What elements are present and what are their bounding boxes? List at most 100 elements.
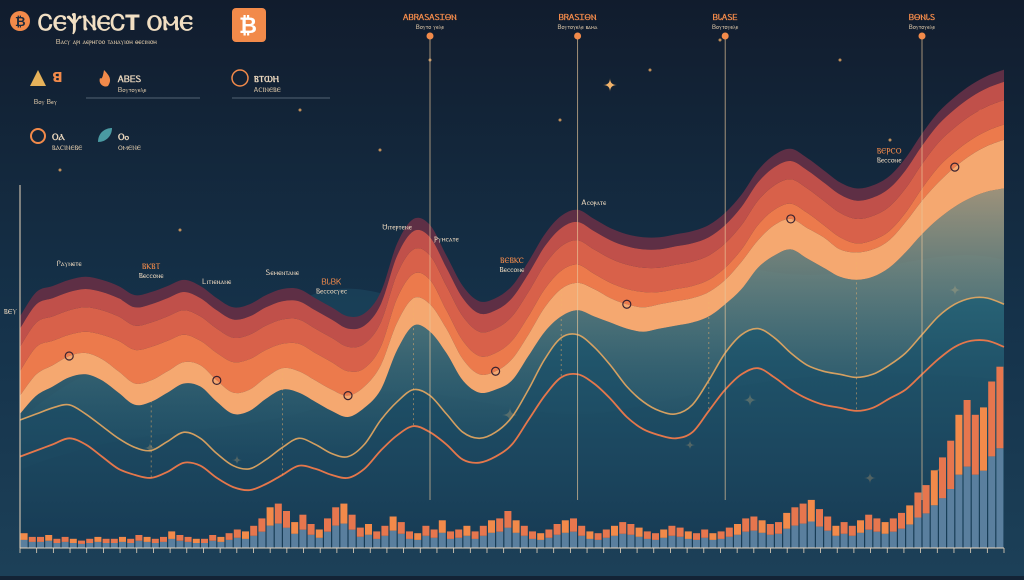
legend-sublabel: ⲂⲀⲤⲒⲚⲈⲂⲈ <box>52 144 82 152</box>
volume-bar <box>643 538 651 548</box>
volume-bar-top <box>955 414 963 475</box>
band-red-orange <box>20 100 1004 372</box>
volume-bar <box>28 541 36 548</box>
annotations: ᎪᏴᏒᎪᏚᎪᏚᏆᎾⲚ Ᏼⲟⲩⲧⲟ ⲩⲉⲗⲉ ᏴᏒᎪᏚᏆᎾⲚ Ᏼⲟⲩⲧⲟⲩⲉⲗⲉ ⲃⲁⲙ… <box>57 13 936 295</box>
volume-bar <box>578 535 586 548</box>
volume-bar <box>857 532 864 548</box>
volume-bar-top <box>430 529 438 538</box>
star-dot <box>178 228 182 232</box>
volume-bar <box>135 540 143 548</box>
volume-bar <box>898 528 905 548</box>
volume-bar-top <box>283 511 290 528</box>
volume-bar-top <box>930 470 938 506</box>
annotation-label: ᏴᏓᏴᏦ <box>322 277 343 286</box>
volume-bar-top <box>742 518 750 532</box>
data-point-marker <box>212 375 222 386</box>
fire-icon <box>99 70 111 87</box>
volume-bar-top <box>233 529 241 538</box>
star-dot <box>838 58 842 62</box>
volume-bar <box>725 536 733 548</box>
volume-bar <box>619 533 627 548</box>
volume-bar-top <box>86 538 94 543</box>
bitcoin-icon <box>231 69 249 87</box>
volume-bar-top <box>922 485 930 514</box>
volume-bar <box>37 541 44 548</box>
volume-bar-top <box>324 518 331 532</box>
volume-bar-top <box>832 525 840 536</box>
volume-bar <box>233 537 241 548</box>
volume-bar-top <box>258 518 266 532</box>
volume-bar-top <box>496 518 504 532</box>
annotation-label: Ꮪⲉⲙⲉⲛⲧⲁⲛⲉ <box>266 268 300 277</box>
legend-sublabel: Ᏼⲟⲩⲧⲟⲩⲉⲗⲉ <box>118 86 146 94</box>
volume-bar-top <box>627 524 635 535</box>
top-label: ᏴᏓᎪᏚᎬ <box>713 13 738 22</box>
volume-bar <box>53 542 61 548</box>
volume-bar <box>225 539 233 548</box>
data-point-marker <box>343 391 353 401</box>
volume-bar <box>307 534 315 548</box>
annotation-label: Ꮜⲓⲧⲉⲣⲧⲉⲛⲉ <box>382 222 412 231</box>
volume-bar <box>61 541 69 548</box>
volume-bar-top <box>611 525 618 536</box>
star-dot <box>888 138 892 142</box>
volume-bar-top <box>570 518 577 532</box>
volume-bar-top <box>578 525 586 536</box>
volume-bar <box>627 534 635 548</box>
volume-bar <box>742 531 750 548</box>
annotation-label: Ⲃⲉⲥⲥⲟⲛⲉ <box>877 155 902 164</box>
volume-bar-top <box>873 518 881 532</box>
legend-label: ꓭ <box>52 70 63 86</box>
data-point-marker <box>491 366 501 376</box>
volume-bar <box>652 539 659 548</box>
volume-bar-top <box>602 529 610 538</box>
data-point-marker <box>786 214 796 224</box>
volume-bar <box>119 541 126 548</box>
volume-bar-top <box>709 533 717 540</box>
volume-bar <box>693 539 700 548</box>
volume-bar <box>291 533 299 548</box>
volume-bar <box>561 532 569 548</box>
bitcoin-logo-glyph: ₿ <box>239 14 257 39</box>
volume-bars <box>20 366 1004 548</box>
y-axis-label: ⲂⲈⲨ <box>4 308 17 316</box>
legend-label: ᎪᏴᎬᏚ <box>117 74 142 85</box>
volume-bar-top <box>340 503 348 524</box>
volume-bar-top <box>176 535 184 541</box>
volume-bar <box>20 539 28 548</box>
annotation-label: Ꮅⲁⲩⲛⲉⲧⲉ <box>57 259 83 268</box>
volume-bar-top <box>438 520 446 533</box>
volume-bar <box>176 540 184 548</box>
volume-bar <box>242 538 249 548</box>
annotation-label: Ⲃⲉⲥⲥⲟⲛⲉ <box>139 271 164 280</box>
band-light <box>20 139 1004 418</box>
volume-bar-top <box>160 536 167 542</box>
volume-bar <box>479 535 487 548</box>
volume-bar <box>192 542 200 548</box>
star-dot <box>58 168 62 172</box>
legend-label: ⲞⲀ <box>52 132 66 143</box>
bitcoin-icon <box>10 11 30 31</box>
volume-bar-top <box>586 531 594 539</box>
volume-bar <box>315 537 323 548</box>
volume-bar <box>340 523 348 548</box>
volume-bar-top <box>848 525 856 536</box>
volume-bar <box>373 538 381 548</box>
volume-bar <box>102 542 110 548</box>
page-subtitle: Ᏼⲁⲥⲩ ⲁⲣⲓ ⲁⲉⲣⲏⲅⲟⲟ ⲧⲁⲛⲁⲩⲓⲟⲏ ⲑⲉⲥⲓⲛⲟⲏ <box>56 38 157 46</box>
star-dot <box>558 118 562 122</box>
volume-bar <box>668 535 676 548</box>
volume-bar-top <box>151 538 159 543</box>
volume-bar <box>94 541 102 548</box>
volume-bar <box>168 538 176 548</box>
volume-bar-top <box>881 522 889 534</box>
volume-bar-top <box>61 536 69 542</box>
volume-bar-top <box>783 512 791 529</box>
volume-bar <box>69 542 77 548</box>
star-dot <box>298 108 302 112</box>
annotation-label: Ⲃⲉⲥⲥⲟⲛⲉ <box>500 265 525 274</box>
bitcoin-glyph: ₿ <box>15 15 26 30</box>
volume-bar <box>422 535 430 548</box>
volume-bar-top <box>725 527 733 537</box>
